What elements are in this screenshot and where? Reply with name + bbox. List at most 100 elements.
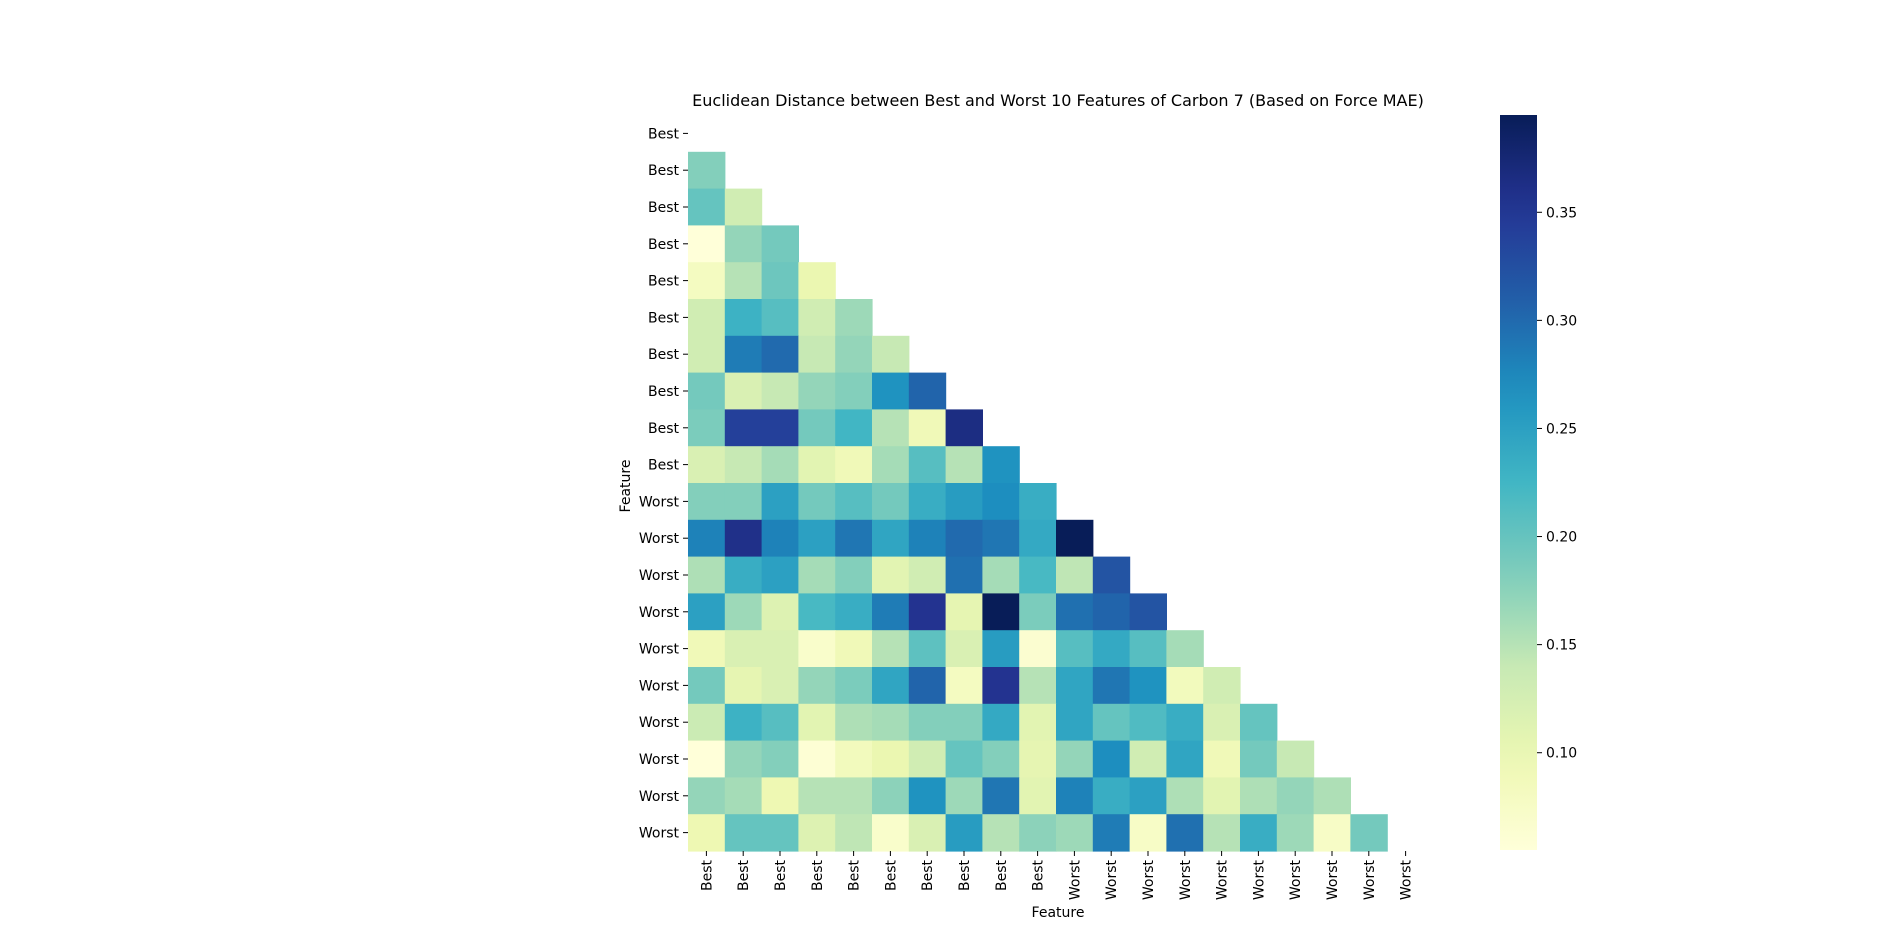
heatmap-cell [1203, 777, 1241, 815]
heatmap-cell [982, 593, 1020, 631]
y-tick-label: Worst [639, 678, 680, 694]
y-tick-label: Best [648, 274, 680, 290]
heatmap-cell [835, 667, 873, 705]
heatmap-cell [688, 483, 726, 521]
heatmap-cell [1056, 814, 1094, 852]
heatmap-cell [835, 519, 873, 558]
heatmap-cell [872, 446, 910, 484]
x-tick-label: Best [773, 860, 789, 892]
heatmap-cell [945, 519, 983, 558]
x-tick-label: Worst [1178, 860, 1194, 901]
heatmap-cell [1203, 703, 1241, 742]
heatmap-cell [1056, 777, 1094, 815]
heatmap-cell [1166, 740, 1204, 778]
colorbar-ticks: 0.10 0.15 0.20 0.25 0.30 0.35 [1537, 205, 1577, 762]
heatmap-cell [688, 740, 726, 778]
heatmap-cell [761, 667, 799, 705]
heatmap-cell [761, 593, 799, 631]
y-tick-label: Best [648, 347, 680, 363]
heatmap-cell [872, 630, 910, 668]
heatmap-cell [798, 740, 836, 778]
heatmap-cell [1166, 630, 1204, 668]
heatmap-cell [761, 814, 799, 852]
heatmap-cell [908, 667, 947, 705]
heatmap-cell [835, 777, 873, 815]
heatmap-cell [908, 483, 947, 521]
heatmap-cell [1019, 667, 1057, 705]
heatmap-cell [724, 814, 763, 852]
heatmap-cell [1166, 777, 1204, 815]
chart-title: Euclidean Distance between Best and Wors… [692, 91, 1424, 110]
x-tick-label: Worst [1141, 860, 1157, 901]
heatmap-cell [1019, 483, 1057, 521]
heatmap-cell [798, 593, 836, 631]
heatmap-cell [945, 483, 983, 521]
heatmap-cell [908, 446, 947, 484]
heatmap-cell [761, 483, 799, 521]
heatmap-cell [1019, 556, 1057, 594]
heatmap-cell [1166, 703, 1204, 742]
heatmap-cell [1276, 740, 1315, 778]
heatmap-cell [1129, 777, 1167, 815]
heatmap-cell [835, 630, 873, 668]
heatmap-cell [724, 777, 763, 815]
heatmap-cell [872, 593, 910, 631]
heatmap-cell [835, 703, 873, 742]
heatmap-cell [872, 703, 910, 742]
y-tick-label: Worst [639, 568, 680, 584]
heatmap-cell [688, 814, 726, 852]
heatmap-cell [835, 335, 873, 374]
heatmap-cell [945, 556, 983, 594]
y-tick-label: Worst [639, 494, 680, 510]
y-tick-label: Worst [639, 531, 680, 547]
heatmap-cell [798, 519, 836, 558]
heatmap-cell [1056, 556, 1094, 594]
colorbar-tick-label: 0.30 [1546, 313, 1577, 329]
heatmap-cell [835, 556, 873, 594]
heatmap-cell [761, 740, 799, 778]
heatmap-cell [688, 151, 726, 190]
heatmap-cell [835, 740, 873, 778]
heatmap-cell [724, 299, 763, 337]
x-tick-label: Best [810, 860, 826, 892]
heatmap-cell [724, 483, 763, 521]
heatmap-cell [1019, 703, 1057, 742]
heatmap-cell [688, 372, 726, 410]
heatmap-cell [908, 777, 947, 815]
heatmap-cell [688, 667, 726, 705]
y-tick-label: Worst [639, 826, 680, 842]
heatmap-cell [761, 630, 799, 668]
heatmap-cell [688, 519, 726, 558]
heatmap-cell [982, 556, 1020, 594]
heatmap-cell [1092, 703, 1131, 742]
y-tick-label: Best [648, 237, 680, 253]
heatmap-cell [688, 777, 726, 815]
heatmap-cell [724, 372, 763, 410]
y-tick-label: Best [648, 458, 680, 474]
colorbar-tick-label: 0.15 [1546, 638, 1577, 654]
x-tick-label: Worst [1399, 860, 1415, 901]
heatmap-cell [724, 556, 763, 594]
heatmap-cell [798, 409, 836, 447]
heatmap-cell [688, 299, 726, 337]
heatmap-cell [1019, 814, 1057, 852]
heatmap-cell [872, 814, 910, 852]
heatmap-cell [872, 667, 910, 705]
heatmap-cell [798, 556, 836, 594]
heatmap-cell [1056, 740, 1094, 778]
heatmap-cell [1129, 814, 1167, 852]
y-tick-label: Best [648, 310, 680, 326]
heatmap-cell [1019, 519, 1057, 558]
heatmap-cell [1350, 814, 1388, 852]
heatmap-cell [688, 630, 726, 668]
heatmap-cell [1240, 777, 1278, 815]
heatmap-cell [761, 225, 799, 263]
heatmap-cell [1313, 777, 1351, 815]
heatmap-cell [982, 777, 1020, 815]
heatmap-cell [982, 446, 1020, 484]
heatmap-cell [1056, 519, 1094, 558]
heatmap-cell [724, 519, 763, 558]
y-tick-label: Worst [639, 715, 680, 731]
heatmap-cell [1203, 814, 1241, 852]
y-tick-label: Best [648, 384, 680, 400]
